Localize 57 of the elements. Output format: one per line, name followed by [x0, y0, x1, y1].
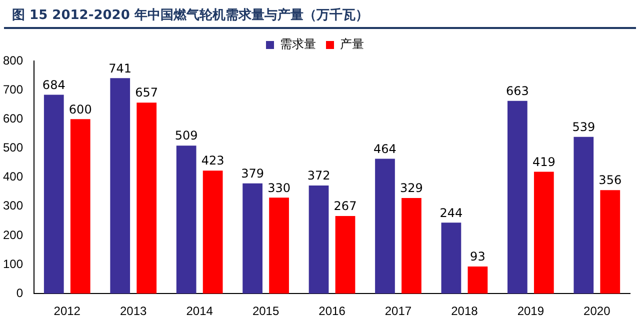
y-tick-label: 700	[2, 82, 24, 96]
bar	[534, 172, 554, 294]
bar	[441, 222, 462, 294]
bar	[507, 100, 528, 294]
data-label: 423	[201, 154, 224, 168]
x-tick-label: 2019	[517, 304, 544, 318]
data-label: 419	[532, 154, 556, 169]
x-tick-label: 2015	[252, 304, 280, 318]
x-tick-label: 2018	[451, 304, 478, 318]
data-label: 356	[598, 173, 622, 188]
data-label: 330	[268, 180, 290, 195]
bar	[600, 190, 620, 294]
x-tick-label: 2014	[186, 304, 214, 318]
legend-label: 需求量	[280, 37, 316, 52]
y-tick-label: 400	[2, 170, 24, 184]
bar	[110, 78, 130, 294]
bar	[70, 119, 90, 294]
bar	[402, 198, 422, 294]
data-label: 329	[400, 181, 423, 196]
data-label: 379	[241, 166, 264, 181]
y-tick-label: 200	[2, 228, 24, 242]
bar	[176, 146, 196, 294]
y-tick-label: 100	[2, 256, 24, 271]
y-tick-label: 300	[2, 198, 24, 213]
y-tick-label: 800	[2, 53, 24, 68]
bar	[269, 198, 289, 294]
x-tick-label: 2016	[318, 304, 346, 318]
data-label: 539	[572, 120, 596, 134]
bar	[375, 158, 395, 294]
data-label: 684	[42, 78, 66, 92]
y-tick-label: 600	[2, 111, 24, 126]
y-tick-label: 500	[2, 140, 24, 155]
bar	[242, 183, 262, 294]
bar	[136, 102, 157, 294]
data-label: 372	[307, 168, 330, 183]
bar	[468, 266, 488, 294]
legend-label: 产量	[340, 37, 364, 52]
data-label: 657	[135, 86, 158, 100]
chart-title: 图 15 2012-2020 年中国燃气轮机需求量与产量（万千瓦）	[4, 0, 636, 29]
data-label: 267	[334, 199, 357, 214]
data-label: 663	[506, 84, 529, 98]
x-tick-label: 2020	[584, 304, 611, 318]
data-label: 93	[470, 250, 486, 264]
data-label: 464	[374, 142, 396, 156]
data-label: 600	[68, 102, 92, 116]
x-tick-label: 2013	[120, 304, 148, 318]
data-label: 741	[108, 61, 132, 76]
y-tick-label: 0	[16, 286, 24, 300]
data-label: 509	[174, 128, 198, 143]
bar	[308, 185, 329, 294]
bar	[202, 170, 223, 294]
bar	[574, 136, 594, 294]
bar	[335, 216, 356, 294]
x-tick-label: 2017	[384, 304, 412, 318]
x-tick-label: 2012	[54, 304, 81, 318]
bar	[44, 94, 64, 294]
data-label: 244	[440, 206, 463, 220]
